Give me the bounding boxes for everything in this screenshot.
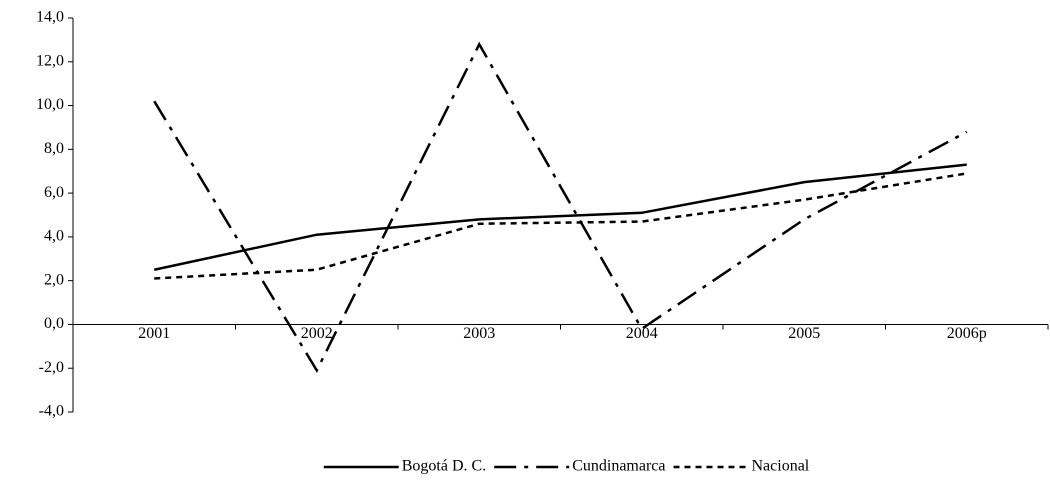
- y-tick-label: 10,0: [36, 96, 64, 113]
- y-tick-label: 2,0: [44, 271, 64, 288]
- x-tick-label: 2002: [301, 325, 333, 342]
- y-tick-label: -2,0: [39, 359, 64, 376]
- x-tick-label: 2004: [626, 325, 658, 342]
- x-tick-label: 2005: [788, 325, 820, 342]
- legend-label: Cundinamarca: [572, 458, 665, 475]
- series-line: [153, 41, 968, 374]
- x-tick-label: 2006p: [947, 325, 987, 342]
- y-tick-label: 12,0: [36, 52, 64, 69]
- series-line: [153, 163, 967, 271]
- y-tick-label: 4,0: [44, 228, 64, 245]
- y-tick-label: -4,0: [39, 403, 64, 420]
- legend-label: Bogotá D. C.: [402, 458, 486, 475]
- x-tick-label: 2001: [138, 325, 170, 342]
- y-tick-label: 6,0: [44, 184, 64, 201]
- y-tick-label: 8,0: [44, 140, 64, 157]
- legend-label: Nacional: [752, 458, 810, 475]
- y-tick-label: 0,0: [44, 315, 64, 332]
- series-line: [154, 172, 967, 280]
- y-tick-label: 14,0: [36, 9, 64, 26]
- x-tick-label: 2003: [463, 325, 495, 342]
